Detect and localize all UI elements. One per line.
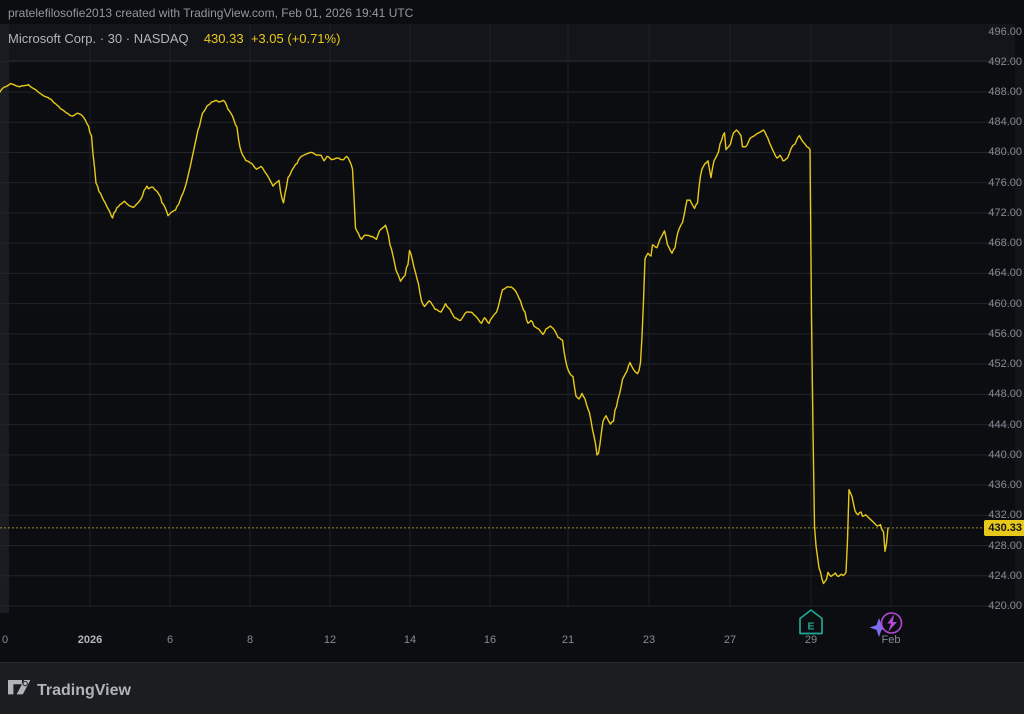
svg-text:TradingView: TradingView: [37, 682, 132, 699]
svg-text:E: E: [807, 621, 814, 633]
